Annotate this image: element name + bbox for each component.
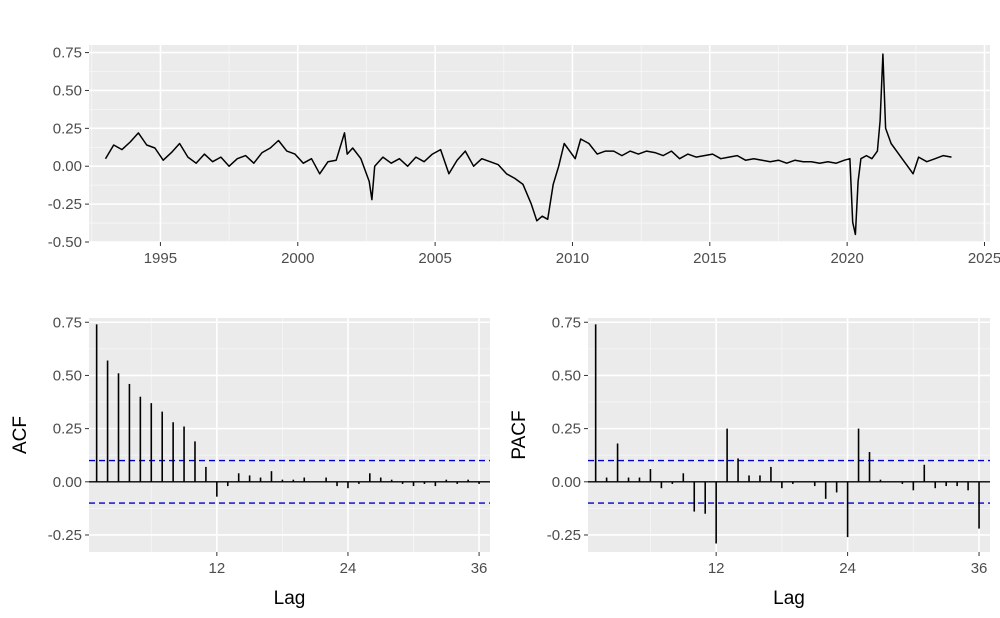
y-tick-label: 0.25 bbox=[53, 421, 82, 438]
series-line bbox=[104, 53, 952, 236]
panel-background bbox=[89, 318, 490, 552]
x-tick-label: 2020 bbox=[830, 250, 863, 267]
x-tick-label: 2000 bbox=[281, 250, 314, 267]
y-tick-label: -0.25 bbox=[48, 196, 82, 213]
x-tick-label: 36 bbox=[971, 560, 988, 577]
x-tick-label: 12 bbox=[708, 560, 725, 577]
y-tick-label: 0.75 bbox=[53, 314, 82, 331]
y-tick-label: 0.25 bbox=[552, 421, 581, 438]
y-tick-label: 0.00 bbox=[53, 474, 82, 491]
y-tick-label: 0.50 bbox=[53, 82, 82, 99]
y-tick-label: 0.00 bbox=[53, 158, 82, 175]
y-tick-label: 0.75 bbox=[552, 314, 581, 331]
x-tick-label: 24 bbox=[839, 560, 856, 577]
y-tick-label: -0.25 bbox=[547, 527, 581, 544]
y-tick-label: 0.50 bbox=[53, 367, 82, 384]
y-tick-label: -0.25 bbox=[48, 527, 82, 544]
x-tick-label: 2015 bbox=[693, 250, 726, 267]
time-series-panel: -0.50 -0.25 0.00 0.25 0.50 0.75 1995 2000 2005 20… bbox=[48, 45, 1000, 267]
x-tick-label: 1995 bbox=[144, 250, 177, 267]
y-tick-label: 0.75 bbox=[53, 45, 82, 62]
panel-background bbox=[89, 45, 990, 242]
x-tick-label: 36 bbox=[471, 560, 488, 577]
x-tick-label: 2010 bbox=[556, 250, 589, 267]
acf-panel: -0.25 0.00 0.25 0.50 0.75 12 24 36 Lag ACF bbox=[10, 314, 490, 609]
y-tick-label: 0.50 bbox=[552, 367, 581, 384]
y-tick-label: 0.25 bbox=[53, 120, 82, 137]
y-axis-title: ACF bbox=[10, 416, 31, 454]
y-axis-title: PACF bbox=[509, 410, 530, 459]
x-tick-label: 2005 bbox=[418, 250, 451, 267]
x-tick-label: 12 bbox=[208, 560, 225, 577]
y-tick-label: 0.00 bbox=[552, 474, 581, 491]
x-tick-label: 24 bbox=[340, 560, 357, 577]
x-tick-label: 2025 bbox=[968, 250, 1000, 267]
panel-background bbox=[588, 318, 990, 552]
y-tick-label: -0.50 bbox=[48, 234, 82, 251]
pacf-panel: -0.25 0.00 0.25 0.50 0.75 12 24 36 Lag PACF bbox=[509, 314, 990, 609]
x-axis-title: Lag bbox=[274, 588, 306, 609]
x-axis-title: Lag bbox=[773, 588, 805, 609]
